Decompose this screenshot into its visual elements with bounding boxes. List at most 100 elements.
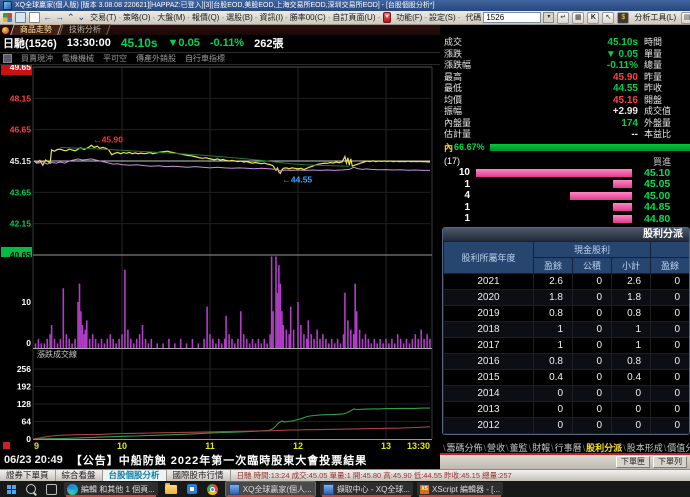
dividend-row[interactable]: 2021 2.6 0 2.6 0	[443, 273, 689, 290]
menu-6[interactable]: 資訊(I)	[259, 13, 284, 22]
time-tick: 12	[293, 441, 303, 451]
page-tab-4[interactable]: 國際股市行情	[167, 470, 231, 481]
volume-tick: 10	[22, 297, 32, 307]
dividend-row[interactable]: 2017 1 0 1 0	[443, 337, 689, 354]
menu-2[interactable]: 策略(O)	[122, 13, 151, 22]
info-tab-8[interactable]: 價值分析	[667, 443, 690, 453]
intraday-chart[interactable]: ←45.90 ←44.55 49.65 48.15 46.65 45.15 43.65 42.…	[0, 64, 440, 453]
taskbar-chrome[interactable]	[204, 482, 221, 496]
subheader-1[interactable]: 盈餘	[533, 257, 573, 274]
page-tab-3[interactable]: 台股個股分析	[102, 470, 167, 481]
alert-menu-icon[interactable]: ▼	[383, 12, 392, 23]
start-button[interactable]	[4, 482, 19, 496]
forward-icon[interactable]: →	[55, 12, 64, 22]
home-icon[interactable]	[15, 12, 26, 23]
info-tab-3[interactable]: 董監	[509, 443, 528, 453]
dividend-row[interactable]: 2016 0.8 0 0.8 0	[443, 353, 689, 370]
page-tab-1[interactable]: 證券下單頁	[0, 470, 56, 481]
col-header-year[interactable]: 股利所屬年度	[443, 241, 534, 274]
taskbar-edge[interactable]: 編輯 和其他 1 個頁...	[64, 482, 158, 497]
price-tick: 45.15	[10, 156, 32, 166]
analysis-tools-menu[interactable]: 分析工具(L)	[634, 13, 677, 22]
col-header-cash[interactable]: 現金股利	[532, 241, 652, 258]
quote-label2-7: 成交值	[644, 106, 672, 116]
taskbar-explorer[interactable]	[162, 482, 180, 496]
menu-8[interactable]: 自訂頁面(U)	[332, 13, 376, 22]
dividend-row[interactable]: 2015 0.4 0 0.4 0	[443, 369, 689, 386]
dividend-title: 股利分派	[443, 228, 689, 241]
code-input[interactable]	[483, 12, 542, 23]
kline-icon[interactable]: K	[587, 11, 600, 24]
chart-tool-icon[interactable]: ▦	[572, 11, 585, 24]
order-box-button[interactable]: 下單匣	[616, 456, 650, 468]
quote-value-6: 45.16	[612, 94, 638, 106]
quote-label2-6: 開盤	[644, 94, 663, 105]
info-tab-2[interactable]: 營收	[487, 443, 506, 453]
menu-9[interactable]: 功能(F)	[396, 13, 423, 22]
quote-value-7: +2.99	[612, 106, 638, 117]
info-tab-1[interactable]: 籌碼分佈	[446, 443, 483, 453]
quote-label-7: 振幅	[444, 106, 463, 116]
menu-1[interactable]: 交易(T)	[90, 13, 117, 22]
quote-value-5: 44.55	[612, 83, 638, 94]
subheader-last[interactable]: 盈餘	[650, 257, 689, 274]
menu-7[interactable]: 勝率00(C)	[289, 13, 326, 22]
collapse-down-icon[interactable]: ⌄	[77, 12, 86, 22]
dividend-value: 1.8	[610, 289, 652, 306]
back-icon[interactable]: ←	[43, 12, 52, 22]
bid-row-4[interactable]: 1 44.85	[440, 201, 690, 213]
order-row-button[interactable]: 下單列	[653, 456, 687, 468]
subheader-2[interactable]: 公積	[572, 257, 612, 274]
menu-4[interactable]: 報價(Q)	[191, 13, 220, 22]
dividend-row[interactable]: 2012 0 0 0 0	[443, 417, 689, 434]
quote-time: 13:30:00	[66, 37, 111, 50]
document-icon[interactable]	[29, 12, 40, 23]
dividend-row[interactable]: 2013 0 0 0 0	[443, 401, 689, 418]
menu-10[interactable]: 設定(S)	[429, 13, 456, 22]
taskbar-xscript[interactable]: XS XScript 編輯器 - [...	[417, 482, 504, 497]
stock-tag-2: 電機機械	[62, 53, 94, 63]
last-price: 45.10s	[120, 36, 158, 51]
bid-row-3[interactable]: 4 45.00	[440, 190, 690, 202]
chart-column: 商品走勢 技術分析 日馳(1526) 13:30:00 45.10s ▼0.05 …	[0, 24, 440, 469]
bid-row-5[interactable]: 1 44.80	[440, 213, 690, 225]
page-icon[interactable]: ▤	[681, 11, 690, 24]
quote-label-1: 成交	[444, 37, 463, 47]
info-tab-4[interactable]: 財報	[532, 443, 551, 453]
menu-bar: 交易(T) - 策略(O) - 大盤(M) - 報價(Q) - 選股(B) - 資訊(I) - 勝率00…	[90, 13, 381, 22]
grid-icon[interactable]	[3, 13, 12, 22]
cursor-icon[interactable]: ↖	[602, 11, 615, 24]
inner-label: 內	[444, 142, 454, 153]
dividend-row[interactable]: 2018 1 0 1 0	[443, 321, 689, 338]
taskbar-store[interactable]	[184, 482, 200, 496]
dividend-row[interactable]: 2014 0 0 0 0	[443, 385, 689, 402]
bid-row-1[interactable]: 10 45.10	[440, 167, 690, 179]
menu-5[interactable]: 選股(B)	[226, 13, 253, 22]
subheader-3[interactable]: 小計	[610, 257, 652, 274]
dividend-value: 0	[650, 305, 689, 322]
info-tab-7[interactable]: 股本形成	[626, 443, 663, 453]
menu-3[interactable]: 大盤(M)	[157, 13, 186, 22]
view-tab-1[interactable]: 商品走勢	[10, 24, 62, 35]
undo-icon[interactable]: ↵	[557, 11, 570, 24]
dividend-year: 2014	[443, 385, 534, 402]
bid-row-2[interactable]: 1 45.05	[440, 178, 690, 190]
expand-up-icon[interactable]: ⌃	[67, 12, 75, 22]
code-dropdown-icon[interactable]: ▾	[543, 12, 555, 23]
chart-canvas[interactable]: ←45.90 ←44.55 49.65 48.15 46.65 45.15 43.65 42.…	[0, 64, 440, 453]
dividend-value: 0	[650, 369, 689, 386]
dividend-value: 1	[533, 337, 573, 354]
taskbar-capture[interactable]: 擷取中心 - XQ全球...	[319, 482, 414, 497]
dividend-row[interactable]: 2019 0.8 0 0.8 0	[443, 305, 689, 322]
quote-label-5: 最低	[444, 83, 463, 93]
dividend-row[interactable]: 2020 1.8 0 1.8 0	[443, 289, 689, 306]
dividend-value: 0	[572, 369, 612, 386]
dollar-icon[interactable]: $	[617, 11, 630, 24]
info-tab-5[interactable]: 行事曆	[554, 443, 582, 453]
info-tab-6[interactable]: 股利分派	[586, 443, 623, 453]
page-tab-2[interactable]: 綜合看盤	[56, 470, 103, 481]
task-view[interactable]	[43, 482, 60, 496]
view-tab-2[interactable]: 技術分析	[59, 24, 111, 35]
taskbar-search[interactable]	[23, 482, 39, 496]
